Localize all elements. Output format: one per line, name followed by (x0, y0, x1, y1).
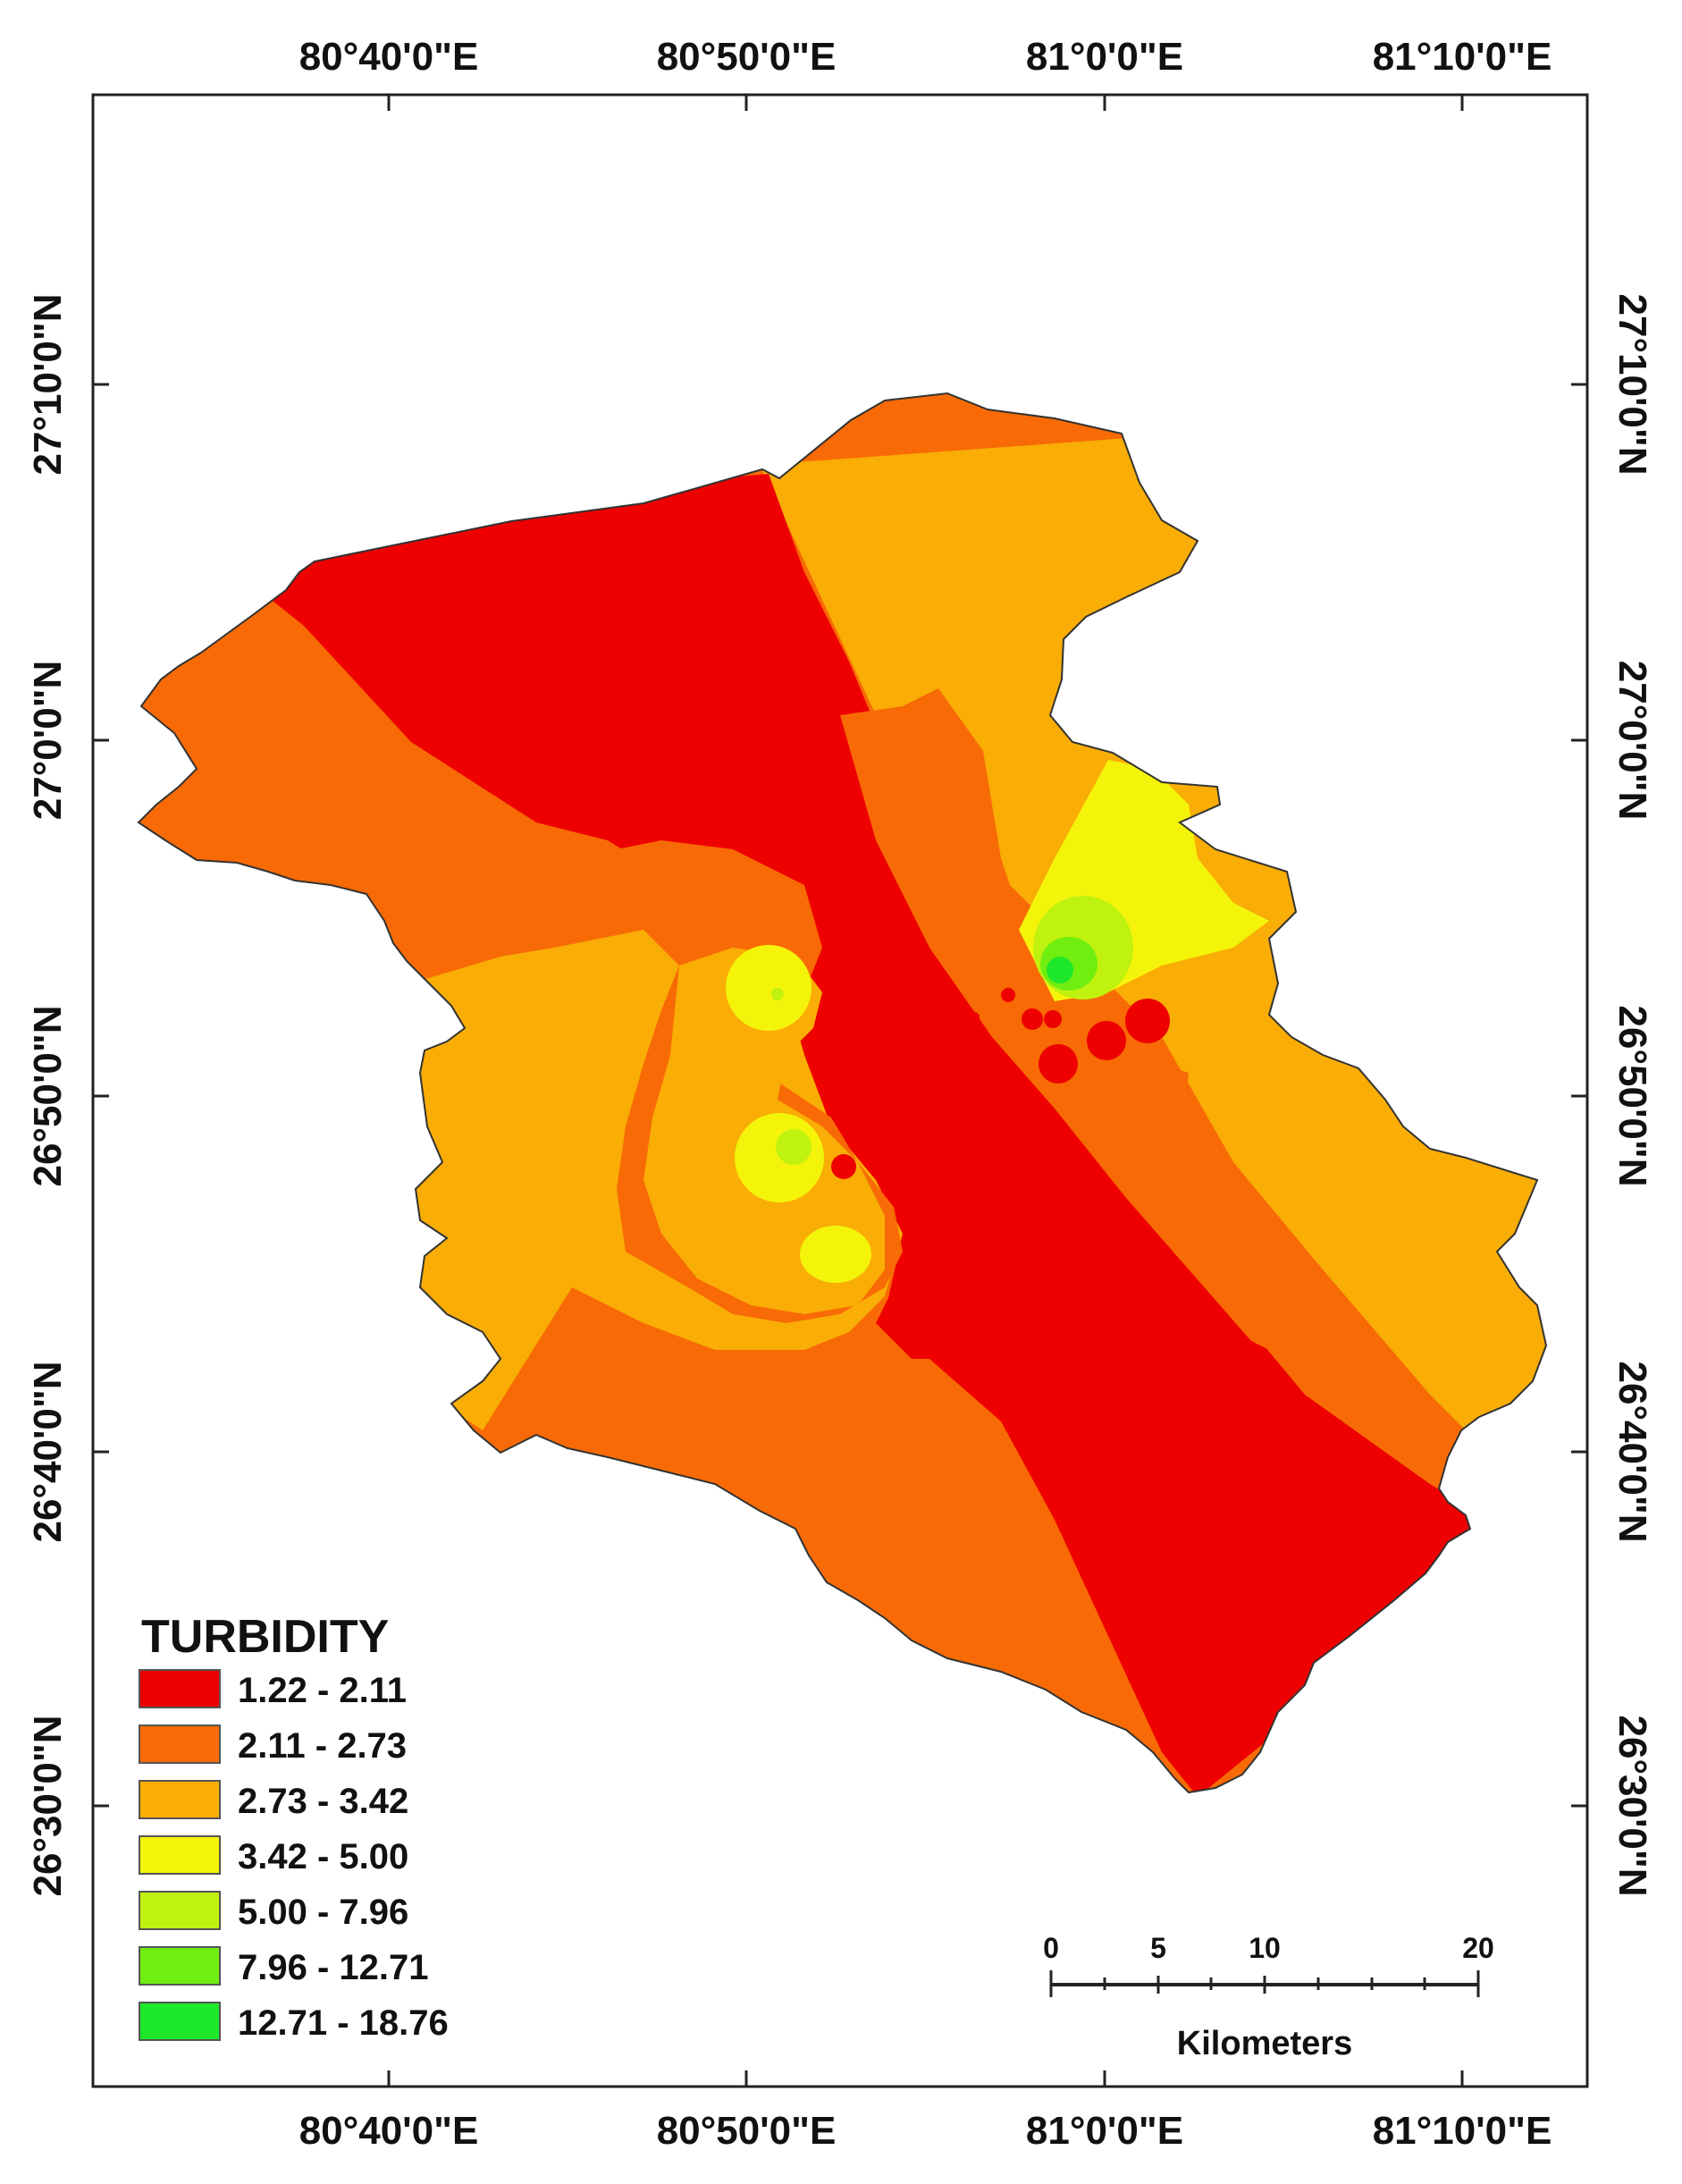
legend-swatch (139, 1724, 221, 1764)
legend-swatch (139, 2002, 221, 2041)
legend-label: 5.00 - 7.96 (238, 1893, 408, 1932)
legend-label: 3.42 - 5.00 (238, 1837, 408, 1876)
scale-tick-label: 10 (1249, 1932, 1281, 1964)
zone-12-71-18-76 (1047, 957, 1073, 983)
legend-swatch (139, 1946, 221, 1986)
scale-tick-label: 0 (1043, 1932, 1059, 1964)
zone-5-00-7-96 (776, 1129, 812, 1165)
left-lat-label: 26°50'0"N (26, 1005, 70, 1186)
top-lon-label: 80°40'0"E (299, 35, 479, 79)
legend-item: 2.73 - 3.42 (139, 1780, 408, 1821)
legend-item: 2.11 - 2.73 (139, 1724, 407, 1766)
legend-item: 3.42 - 5.00 (139, 1835, 408, 1876)
zone-1-22-2-11 (1087, 1021, 1126, 1060)
zone-1-22-2-11 (822, 1001, 965, 1359)
scale-tick-label: 20 (1462, 1932, 1494, 1964)
zone-5-00-7-96 (771, 988, 784, 1000)
legend-item: 5.00 - 7.96 (139, 1891, 408, 1932)
legend-item: 1.22 - 2.11 (139, 1669, 407, 1710)
left-lat-label: 26°40'0"N (26, 1361, 70, 1542)
zone-1-22-2-11 (877, 1092, 902, 1117)
left-lat-label: 27°10'0"N (26, 293, 70, 475)
legend-label: 12.71 - 18.76 (238, 2003, 449, 2043)
legend-label: 2.11 - 2.73 (238, 1726, 407, 1766)
scale-tick-label: 5 (1150, 1932, 1166, 1964)
left-latitude-labels: 27°10'0"N 27°0'0"N 26°50'0"N 26°40'0"N 2… (26, 293, 70, 1896)
zone-3-42-5-00 (726, 945, 812, 1031)
bottom-lon-label: 80°50'0"E (657, 2109, 837, 2153)
right-lat-label: 26°30'0"N (1611, 1715, 1654, 1896)
top-lon-label: 81°0'0"E (1026, 35, 1183, 79)
zone-1-22-2-11 (1044, 1010, 1062, 1028)
right-lat-label: 27°10'0"N (1611, 293, 1654, 475)
bottom-longitude-labels: 80°40'0"E 80°50'0"E 81°0'0"E 81°10'0"E (299, 2109, 1552, 2153)
legend-label: 2.73 - 3.42 (238, 1782, 408, 1821)
legend: TURBIDITY 1.22 - 2.11 2.11 - 2.73 2.73 -… (139, 1611, 449, 2043)
legend-item: 12.71 - 18.76 (139, 2002, 449, 2043)
bottom-lon-label: 81°0'0"E (1026, 2109, 1183, 2153)
region-boundary (137, 392, 1548, 1794)
zone-3-42-5-00 (800, 1226, 871, 1283)
zone-1-22-2-11 (1125, 999, 1170, 1043)
zone-1-22-2-11 (1039, 1044, 1078, 1084)
zone-1-22-2-11 (831, 1154, 856, 1179)
legend-title: TURBIDITY (141, 1611, 389, 1663)
legend-swatch (139, 1891, 221, 1930)
bottom-lon-label: 80°40'0"E (299, 2109, 479, 2153)
right-lat-label: 26°40'0"N (1611, 1361, 1654, 1542)
top-lon-label: 80°50'0"E (657, 35, 837, 79)
zone-1-22-2-11 (1022, 1008, 1043, 1030)
scale-bar: 0 5 10 20 Kilometers (1043, 1932, 1494, 2062)
left-lat-label: 27°0'0"N (26, 661, 70, 821)
right-latitude-labels: 27°10'0"N 27°0'0"N 26°50'0"N 26°40'0"N 2… (1611, 293, 1654, 1896)
top-longitude-labels: 80°40'0"E 80°50'0"E 81°0'0"E 81°10'0"E (299, 35, 1552, 79)
legend-swatch (139, 1780, 221, 1819)
zone-1-22-2-11 (969, 1012, 980, 1023)
right-lat-label: 26°50'0"N (1611, 1005, 1654, 1186)
left-lat-label: 26°30'0"N (26, 1715, 70, 1896)
graticule-ticks (93, 95, 1587, 2087)
legend-swatch (139, 1669, 221, 1708)
scale-unit-label: Kilometers (1177, 2025, 1352, 2062)
legend-label: 1.22 - 2.11 (238, 1671, 407, 1710)
right-lat-label: 27°0'0"N (1611, 661, 1654, 821)
legend-label: 7.96 - 12.71 (238, 1948, 429, 1987)
legend-item: 7.96 - 12.71 (139, 1946, 429, 1987)
zone-1-22-2-11 (1001, 988, 1015, 1002)
top-lon-label: 81°10'0"E (1373, 35, 1552, 79)
zone-2-11-2-73 (840, 688, 1287, 1359)
bottom-lon-label: 81°10'0"E (1373, 2109, 1552, 2153)
legend-swatch (139, 1835, 221, 1875)
